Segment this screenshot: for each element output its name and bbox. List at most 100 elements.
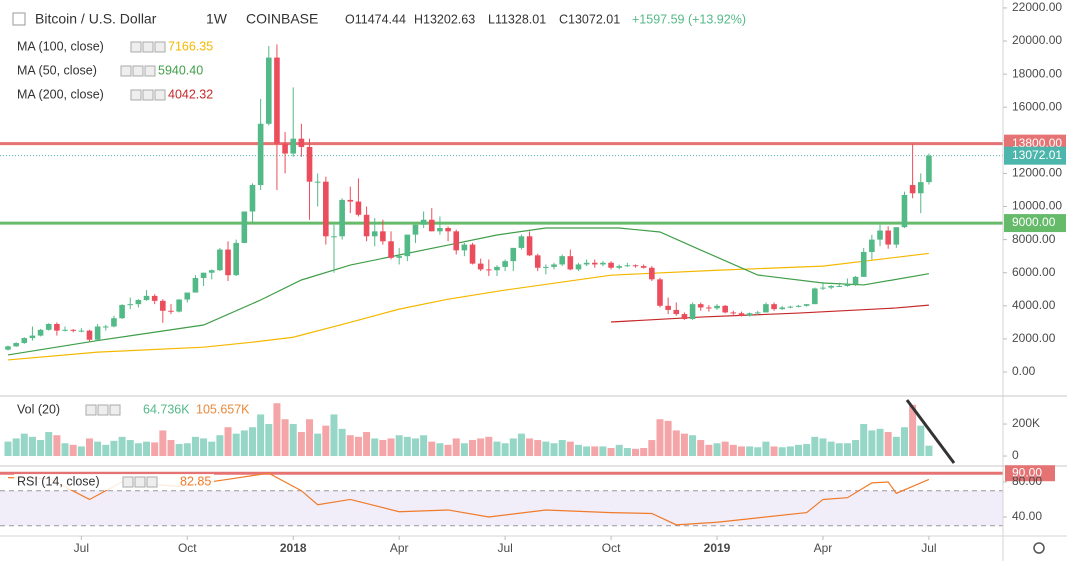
volume-bar [20, 433, 28, 457]
ma-legend-name: MA (200, close) [17, 87, 104, 101]
legend-icon[interactable] [109, 404, 121, 416]
volume-legend-name: Vol (20) [17, 402, 60, 416]
volume-bar [428, 441, 436, 457]
ma-legend-value: 4042.32 [168, 87, 213, 101]
moving-average-line [611, 304, 929, 323]
candle-body [534, 255, 541, 268]
legend-icon[interactable] [130, 41, 142, 53]
volume-legend-value: 64.736K [143, 402, 190, 416]
candle-body [192, 278, 199, 293]
legend-icon[interactable] [154, 41, 166, 53]
volume-bar [762, 441, 770, 457]
volume-bar [827, 441, 835, 457]
volume-bar [477, 438, 485, 457]
candle-body [877, 230, 883, 240]
volume-bar [892, 436, 900, 457]
candle-body [290, 138, 297, 154]
collapse-icon[interactable] [12, 12, 26, 26]
volume-bar [705, 444, 713, 457]
candle-body [909, 185, 916, 194]
exchange[interactable]: COINBASE [246, 11, 318, 27]
y-tick-label: 80.00 [1012, 474, 1042, 488]
legend-icon[interactable] [142, 41, 154, 53]
volume-bar [12, 438, 20, 457]
volume-bar [200, 438, 208, 457]
volume-bar [493, 441, 501, 457]
candle-body [355, 201, 362, 215]
volume-bar [216, 435, 224, 457]
volume-bar [444, 444, 452, 457]
rsi-legend-bg [14, 474, 214, 490]
candle-body [917, 182, 924, 194]
candle-body [404, 234, 411, 257]
candle-body [306, 146, 313, 182]
volume-bar [852, 440, 860, 457]
candle-body [225, 249, 231, 276]
y-tick-label: 4000.00 [1012, 298, 1056, 312]
change: +1597.59 (+13.92%) [632, 12, 746, 26]
candle-body [241, 211, 248, 243]
candle-body [673, 309, 680, 315]
candle-body [347, 199, 354, 202]
candle-body [143, 295, 150, 301]
candle-body [583, 262, 590, 265]
volume-bar [469, 440, 477, 457]
volume-bar [45, 432, 53, 457]
volume-bar [53, 435, 61, 457]
candle-body [518, 236, 525, 248]
candle-body [763, 304, 769, 313]
legend-icon[interactable] [120, 65, 132, 77]
candle-body [371, 231, 378, 237]
volume-bar [648, 440, 656, 457]
volume-bar [509, 438, 517, 457]
candle-body [689, 304, 696, 320]
candle-body [665, 305, 671, 310]
legend-icon[interactable] [85, 404, 97, 416]
legend-icon[interactable] [142, 89, 154, 101]
candle-body [844, 284, 851, 286]
legend-icon[interactable] [154, 89, 166, 101]
candle-body [820, 287, 826, 289]
candle-body [445, 228, 451, 232]
volume-bar [314, 433, 322, 457]
legend-icon[interactable] [130, 89, 142, 101]
legend-icon[interactable] [146, 476, 158, 488]
candle-body [102, 326, 109, 328]
candle-body [697, 304, 704, 308]
x-tick-label: Oct [178, 541, 197, 555]
candle-body [363, 214, 370, 237]
volume-bar [925, 445, 933, 457]
volume-bar [143, 441, 151, 457]
legend-icon[interactable] [132, 65, 144, 77]
legend-icon[interactable] [144, 65, 156, 77]
volume-bar [306, 419, 314, 457]
moving-average-line [7, 252, 929, 361]
volume-bar [640, 448, 648, 457]
volume-bar [371, 438, 379, 457]
volume-bar [110, 440, 118, 457]
settings-gear[interactable] [1033, 542, 1045, 554]
candle-body [901, 194, 908, 228]
candle-body [45, 324, 52, 330]
ma-legend-value: 5940.40 [158, 63, 203, 77]
legend-icon[interactable] [122, 476, 134, 488]
candle-body [591, 262, 598, 265]
candle-body [608, 262, 614, 268]
volume-bar [737, 446, 745, 457]
close: C13072.01 [559, 12, 620, 26]
volume-bar [876, 428, 884, 457]
volume-bar [240, 430, 248, 457]
volume-bar [656, 419, 664, 457]
legend-icon[interactable] [134, 476, 146, 488]
moving-average-line [7, 227, 930, 356]
y-tick-label: 2000.00 [1012, 331, 1056, 345]
candle-body [217, 249, 223, 271]
candle-body [461, 244, 468, 251]
volume-bar [746, 446, 754, 457]
candle-body [282, 143, 288, 154]
volume-bar [803, 444, 811, 457]
candle-body [111, 318, 117, 327]
candle-body [314, 181, 321, 183]
legend-icon[interactable] [97, 404, 109, 416]
